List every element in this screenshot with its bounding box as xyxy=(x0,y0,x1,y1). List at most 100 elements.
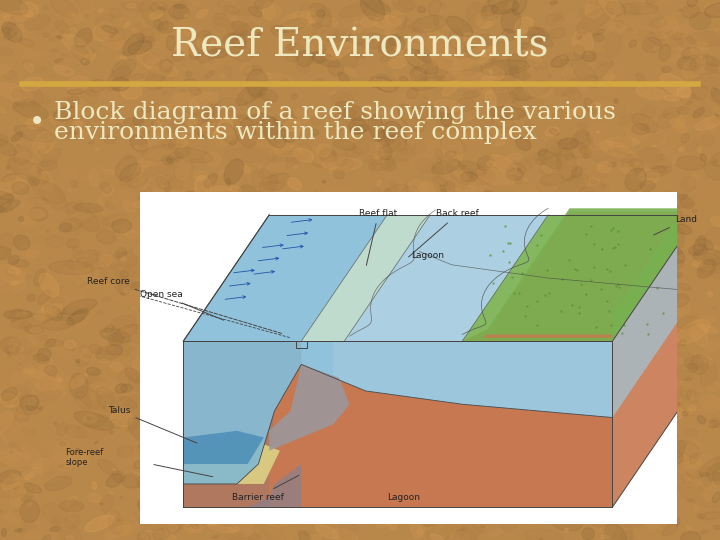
Ellipse shape xyxy=(228,319,238,329)
Ellipse shape xyxy=(564,101,573,106)
Ellipse shape xyxy=(179,355,198,366)
Ellipse shape xyxy=(444,523,459,534)
Ellipse shape xyxy=(647,508,658,515)
Ellipse shape xyxy=(632,113,657,132)
Ellipse shape xyxy=(151,452,158,462)
Ellipse shape xyxy=(381,515,404,523)
Ellipse shape xyxy=(303,382,309,386)
Ellipse shape xyxy=(387,481,422,497)
Ellipse shape xyxy=(287,178,302,190)
Ellipse shape xyxy=(78,11,96,45)
Ellipse shape xyxy=(403,519,406,523)
Ellipse shape xyxy=(392,496,403,509)
Ellipse shape xyxy=(406,343,413,353)
Ellipse shape xyxy=(74,29,93,47)
Ellipse shape xyxy=(419,279,423,284)
Ellipse shape xyxy=(412,448,424,458)
Ellipse shape xyxy=(100,328,130,343)
Ellipse shape xyxy=(312,117,320,125)
Ellipse shape xyxy=(538,150,562,169)
Ellipse shape xyxy=(474,42,490,57)
Ellipse shape xyxy=(171,140,184,158)
Ellipse shape xyxy=(351,516,361,524)
Ellipse shape xyxy=(683,56,706,78)
Ellipse shape xyxy=(138,295,145,301)
Ellipse shape xyxy=(161,70,175,89)
Ellipse shape xyxy=(388,338,422,355)
Ellipse shape xyxy=(291,339,321,350)
Ellipse shape xyxy=(123,287,135,295)
Ellipse shape xyxy=(511,262,515,265)
Ellipse shape xyxy=(61,35,91,56)
Ellipse shape xyxy=(115,37,125,41)
Ellipse shape xyxy=(111,411,132,427)
Ellipse shape xyxy=(320,320,334,327)
Ellipse shape xyxy=(657,396,666,404)
Ellipse shape xyxy=(524,414,543,430)
Ellipse shape xyxy=(7,353,11,357)
Ellipse shape xyxy=(73,99,86,118)
Ellipse shape xyxy=(248,237,256,244)
Ellipse shape xyxy=(315,315,323,329)
Ellipse shape xyxy=(269,345,281,355)
Ellipse shape xyxy=(637,0,645,5)
Ellipse shape xyxy=(198,107,218,129)
Ellipse shape xyxy=(647,476,654,487)
Ellipse shape xyxy=(611,335,624,345)
Ellipse shape xyxy=(312,245,323,259)
Ellipse shape xyxy=(471,302,491,312)
Ellipse shape xyxy=(273,429,285,436)
Ellipse shape xyxy=(603,459,622,474)
Ellipse shape xyxy=(492,1,519,14)
Ellipse shape xyxy=(510,383,513,386)
Ellipse shape xyxy=(277,129,286,136)
Ellipse shape xyxy=(415,66,426,75)
Ellipse shape xyxy=(5,180,9,183)
Ellipse shape xyxy=(554,30,564,39)
Ellipse shape xyxy=(66,421,84,435)
Ellipse shape xyxy=(64,340,76,349)
Ellipse shape xyxy=(1,144,9,150)
Ellipse shape xyxy=(608,520,613,523)
Ellipse shape xyxy=(507,163,526,178)
Ellipse shape xyxy=(321,28,338,42)
Ellipse shape xyxy=(629,490,644,496)
Ellipse shape xyxy=(682,5,699,18)
Text: Land: Land xyxy=(654,215,697,235)
Ellipse shape xyxy=(102,26,118,33)
Ellipse shape xyxy=(462,526,467,529)
Ellipse shape xyxy=(510,81,551,100)
Ellipse shape xyxy=(512,356,514,359)
Ellipse shape xyxy=(469,117,472,119)
Ellipse shape xyxy=(165,217,183,230)
Ellipse shape xyxy=(604,73,615,80)
Ellipse shape xyxy=(572,465,606,495)
Ellipse shape xyxy=(608,516,613,518)
Ellipse shape xyxy=(0,12,9,31)
Ellipse shape xyxy=(282,119,301,140)
Ellipse shape xyxy=(239,99,246,110)
Ellipse shape xyxy=(440,185,446,193)
Ellipse shape xyxy=(524,284,528,286)
Ellipse shape xyxy=(642,442,646,448)
Ellipse shape xyxy=(691,42,709,54)
Ellipse shape xyxy=(415,477,420,481)
Ellipse shape xyxy=(674,251,683,255)
Ellipse shape xyxy=(61,167,77,178)
Ellipse shape xyxy=(710,265,720,280)
Ellipse shape xyxy=(374,17,379,21)
Ellipse shape xyxy=(261,449,286,470)
Ellipse shape xyxy=(166,21,204,39)
Ellipse shape xyxy=(190,148,202,158)
Ellipse shape xyxy=(584,98,596,114)
Ellipse shape xyxy=(282,229,285,231)
Ellipse shape xyxy=(468,262,477,269)
Ellipse shape xyxy=(316,417,354,437)
Ellipse shape xyxy=(444,35,464,60)
Ellipse shape xyxy=(349,427,374,437)
Ellipse shape xyxy=(161,156,174,165)
Ellipse shape xyxy=(121,327,137,342)
Ellipse shape xyxy=(98,113,104,117)
Ellipse shape xyxy=(208,401,228,413)
Ellipse shape xyxy=(170,372,182,380)
